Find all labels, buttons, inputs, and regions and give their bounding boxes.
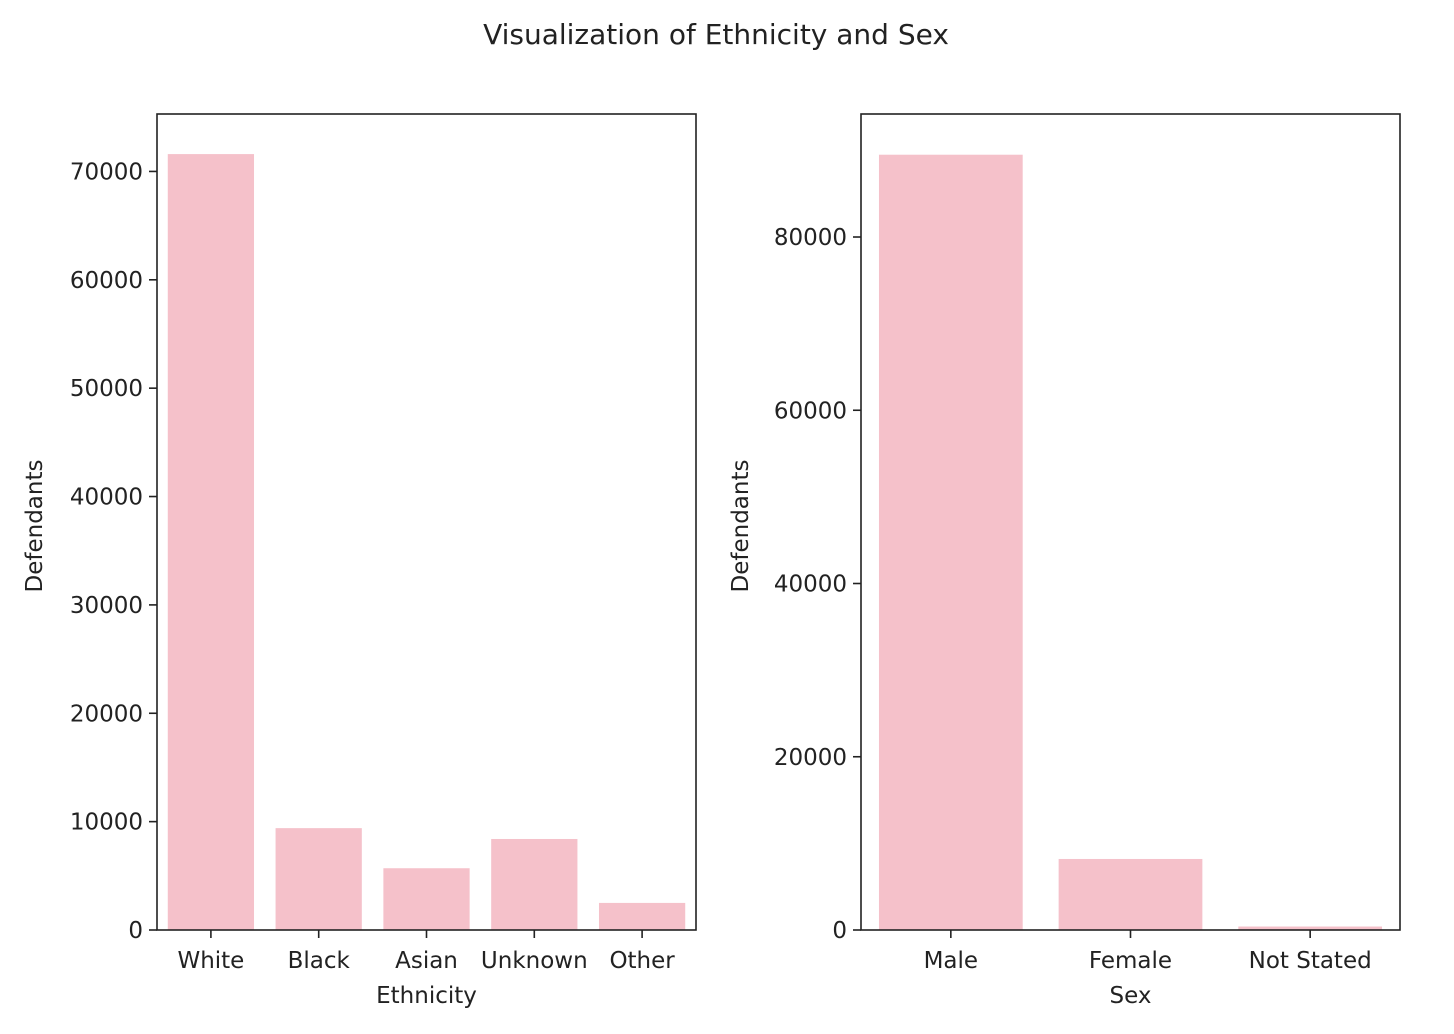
ethnicity-x-axis-label: Ethnicity [376,983,477,1009]
x-tick-label: White [177,948,244,974]
y-tick-label: 40000 [70,485,143,511]
y-tick-label: 10000 [70,810,143,836]
y-tick-label: 50000 [70,376,143,402]
bar-asian [383,868,470,930]
y-tick-label: 20000 [774,745,847,771]
bar-other [598,902,686,930]
bar-unknown [491,838,578,930]
x-tick-label: Asian [395,948,458,974]
x-tick-label: Not Stated [1249,948,1372,974]
y-tick-label: 0 [832,918,847,944]
sex-chart: 0 20000 40000 60000 80000 Male Female Not State… [728,113,1401,1009]
bar-black [275,828,362,930]
y-tick-label: 60000 [774,398,847,424]
bar-white [167,154,255,931]
ethnicity-chart: 0 10000 20000 30000 40000 50000 60000 70000 Whit… [22,113,697,1009]
x-tick-label: Female [1089,948,1172,974]
sex-x-axis-label: Sex [1110,983,1152,1009]
bar-not-stated [1238,926,1383,930]
x-tick-label: Male [924,948,978,974]
y-tick-label: 80000 [774,225,847,251]
y-tick-label: 70000 [70,159,143,185]
figure-title: Visualization of Ethnicity and Sex [483,18,949,51]
bar-male [878,154,1023,930]
x-tick-label: Unknown [481,948,588,974]
x-tick-label: Other [609,948,675,974]
x-tick-label: Black [288,948,351,974]
sex-y-axis-label: Defendants [728,460,754,593]
y-tick-label: 30000 [70,593,143,619]
y-tick-label: 40000 [774,572,847,598]
bar-female [1058,858,1203,930]
y-tick-label: 60000 [70,268,143,294]
ethnicity-y-axis-label: Defendants [22,460,48,593]
y-tick-label: 20000 [70,701,143,727]
y-tick-label: 0 [128,918,143,944]
